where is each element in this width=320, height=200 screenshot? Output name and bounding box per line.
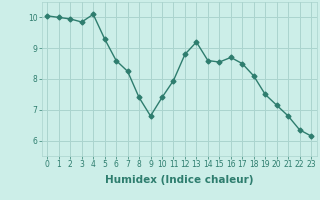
- X-axis label: Humidex (Indice chaleur): Humidex (Indice chaleur): [105, 175, 253, 185]
